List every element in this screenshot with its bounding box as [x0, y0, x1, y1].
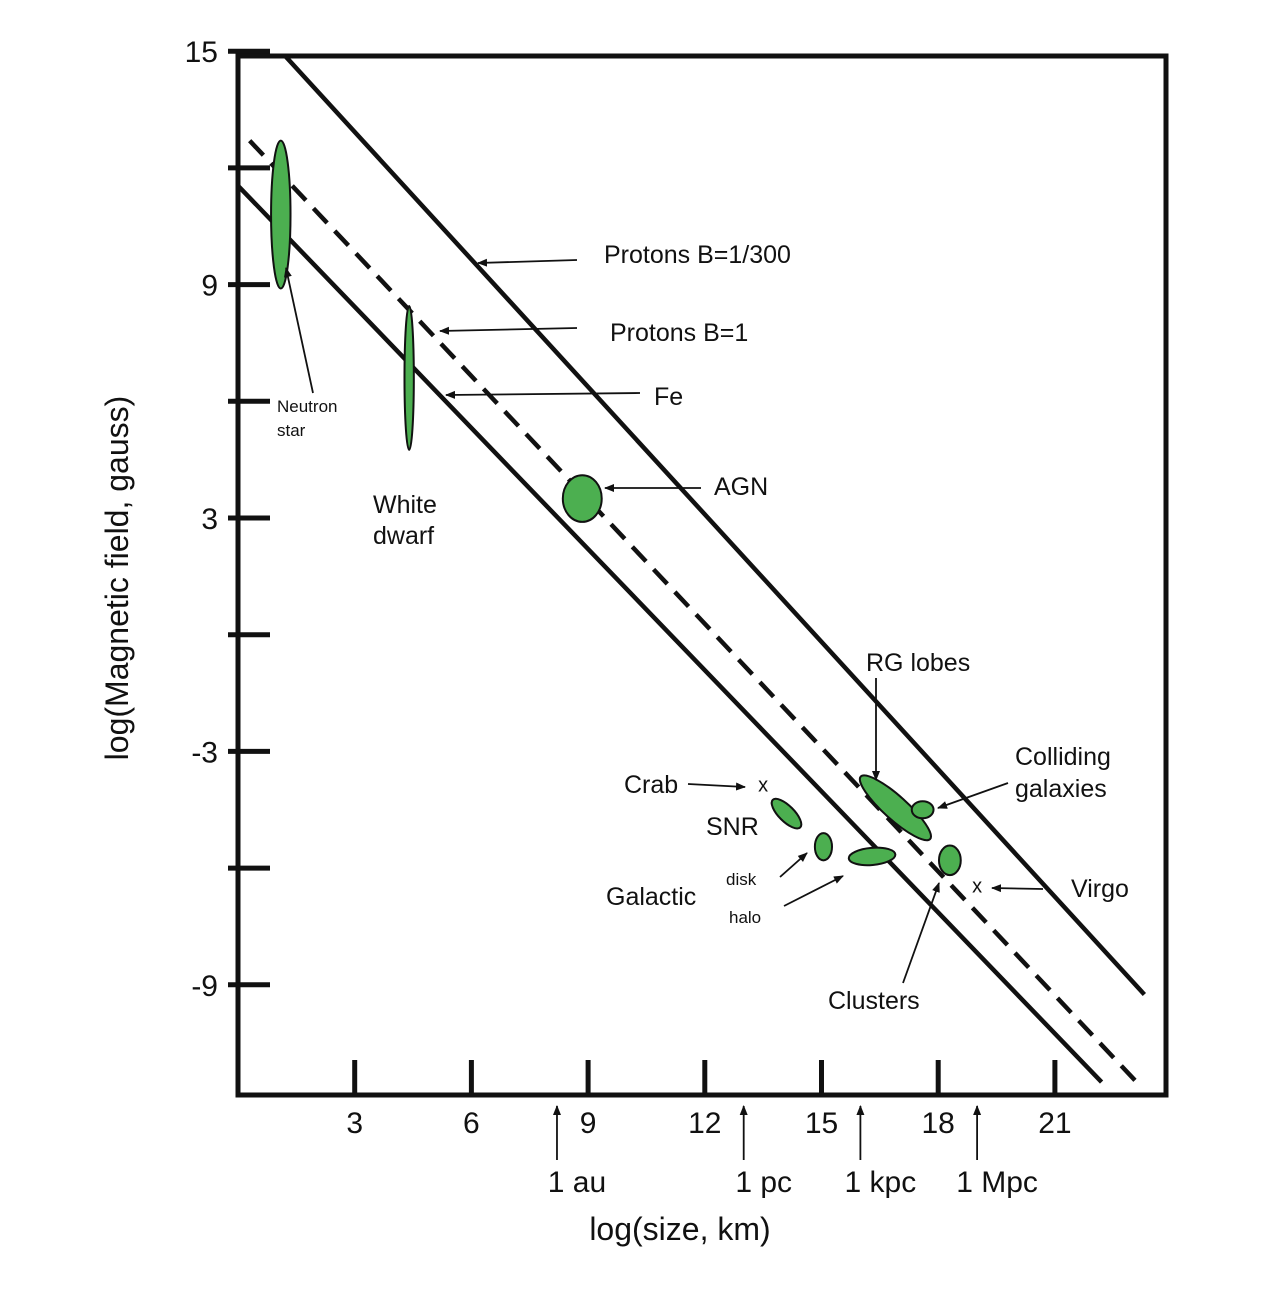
y-tick-label: 9 — [201, 270, 218, 303]
arrow-fe — [445, 390, 641, 399]
x-tick-label: 3 — [346, 1107, 363, 1140]
scale-label: 1 pc — [735, 1166, 792, 1199]
arrow-neutron-star — [283, 267, 314, 394]
ellipse-neutron-star — [270, 139, 292, 290]
annotation-snr: SNR — [706, 813, 759, 841]
x-tick-label: 12 — [688, 1107, 721, 1140]
arrow-colliding-galaxies — [937, 782, 1009, 809]
ellipse-white-dwarf — [403, 304, 415, 451]
ellipse-colliding-galaxies — [910, 800, 935, 820]
scale-label: 1 Mpc — [956, 1166, 1038, 1199]
arrow-crab — [687, 782, 746, 791]
ellipse-snr — [770, 797, 803, 830]
annotation-protons-b1: Protons B=1 — [610, 319, 748, 347]
x-tick-label: 15 — [805, 1107, 838, 1140]
annotation-neutron-star-line1: Neutron — [277, 397, 337, 416]
ellipse-clusters — [937, 844, 962, 877]
x-tick-label: 6 — [463, 1107, 480, 1140]
annotation-colliding-galaxies-line2: galaxies — [1015, 775, 1107, 803]
annotation-virgo: Virgo — [1071, 875, 1129, 903]
ellipse-halo — [847, 846, 897, 867]
annotation-clusters: Clusters — [828, 987, 920, 1015]
y-tick-label: 3 — [201, 503, 218, 536]
scale-label: 1 au — [548, 1166, 606, 1199]
marker-virgo: x — [972, 876, 982, 898]
arrow-protons-b300 — [477, 258, 578, 267]
annotation-disk: disk — [726, 870, 757, 889]
x-tick-label: 9 — [580, 1107, 597, 1140]
ellipse-disk — [813, 832, 834, 862]
diagonal-lines — [238, 56, 1147, 1084]
line-protons-b-1 — [248, 139, 1139, 1084]
annotation-white-dwarf-line1: White — [373, 491, 437, 519]
annotation-galactic: Galactic — [606, 883, 696, 911]
arrow-halo — [783, 875, 844, 907]
annotation-neutron-star-line2: star — [277, 421, 306, 440]
ellipse-rg-lobes — [858, 774, 932, 842]
ellipse-agn — [561, 474, 603, 523]
y-tick-label: -3 — [191, 736, 218, 769]
scale-label: 1 kpc — [845, 1166, 917, 1199]
annotation-fe: Fe — [654, 383, 683, 411]
marker-crab: x — [758, 774, 768, 796]
y-tick-label: -9 — [191, 970, 218, 1003]
annotation-arrows — [283, 258, 1044, 984]
line-fe — [238, 182, 1104, 1084]
line-protons-b-1-300 — [282, 56, 1147, 997]
x-tick-label: 21 — [1038, 1107, 1071, 1140]
y-tick-label: 15 — [185, 36, 218, 69]
annotation-rg-lobes: RG lobes — [866, 649, 970, 677]
plot-frame — [235, 53, 1169, 1098]
arrow-virgo — [991, 884, 1044, 893]
annotation-halo: halo — [729, 908, 761, 927]
annotation-crab: Crab — [624, 771, 678, 799]
annotation-colliding-galaxies-line1: Colliding — [1015, 743, 1111, 771]
arrow-protons-b1 — [439, 326, 578, 335]
y-axis-title: log(Magnetic field, gauss) — [99, 396, 135, 761]
x-axis-title: log(size, km) — [589, 1211, 770, 1247]
annotation-agn: AGN — [714, 473, 768, 501]
arrow-clusters — [902, 882, 940, 984]
annotation-white-dwarf-line2: dwarf — [373, 522, 434, 550]
x-tick-label: 18 — [922, 1107, 955, 1140]
arrow-disk — [779, 852, 808, 878]
annotation-protons-b300: Protons B=1/300 — [604, 241, 791, 269]
